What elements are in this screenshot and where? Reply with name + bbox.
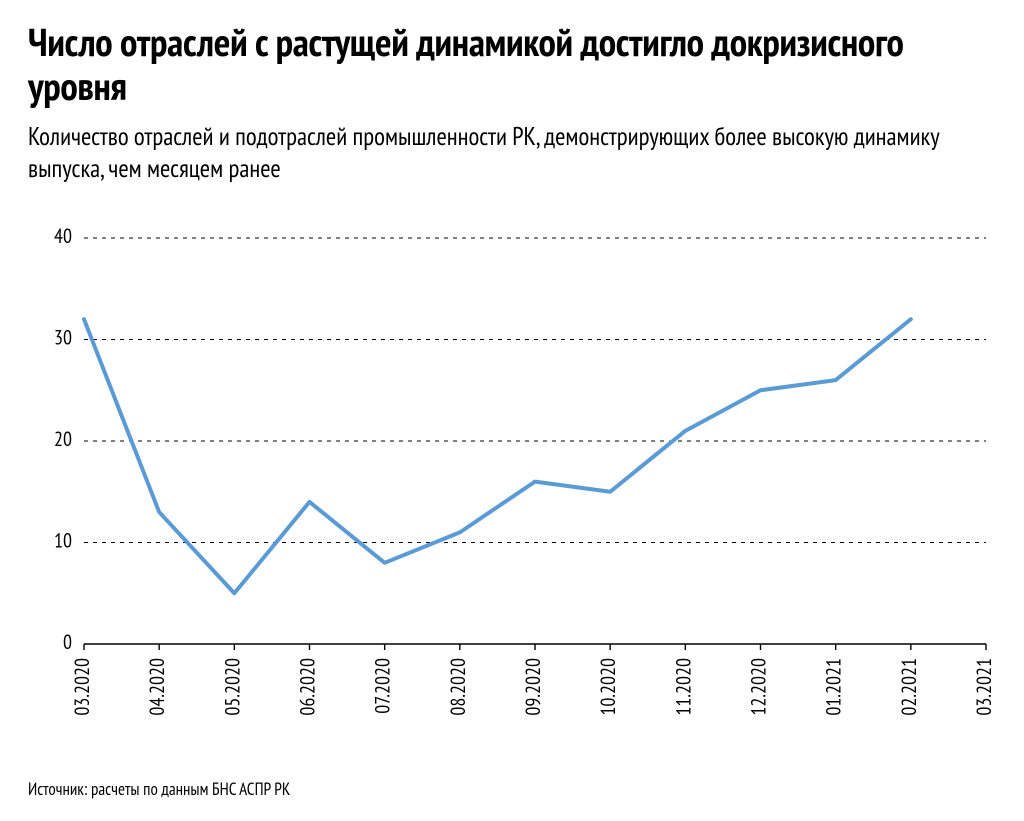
y-tick-label: 30 [54,324,72,350]
x-tick-label: 10.2020 [595,658,621,716]
x-tick-label: 07.2020 [370,658,396,714]
line-chart: 03.2020 04.2020 05.2020 06.2020 07.2020 08.20… [28,224,996,754]
x-tick-label: 08.2020 [445,658,471,716]
x-tick-label: 09.2020 [520,658,546,716]
y-tick-label: 40 [54,224,72,249]
y-tick-label: 20 [54,426,72,452]
chart-svg: 03.2020 04.2020 05.2020 06.2020 07.2020 08.20… [28,224,996,754]
chart-subtitle: Количество отраслей и подотраслей промыш… [28,121,996,184]
x-tick-label: 03.2021 [971,658,996,716]
x-tick-label: 02.2021 [896,658,922,716]
x-tick-label: 06.2020 [295,658,321,716]
x-tick-label: 04.2020 [144,658,170,716]
data-line [84,319,911,593]
chart-source: Источник: расчеты по данным БНС АСПР РК [28,778,996,800]
x-tick-label: 05.2020 [219,658,245,716]
x-tick-label: 11.2020 [670,658,696,716]
chart-title: Число отраслей с растущей динамикой дост… [28,20,996,107]
x-tick-label: 01.2021 [821,658,847,716]
x-tick-label: 03.2020 [69,658,95,716]
y-tick-label: 10 [54,527,72,553]
x-tick-label: 12.2020 [746,658,772,716]
y-tick-label: 0 [63,629,72,655]
